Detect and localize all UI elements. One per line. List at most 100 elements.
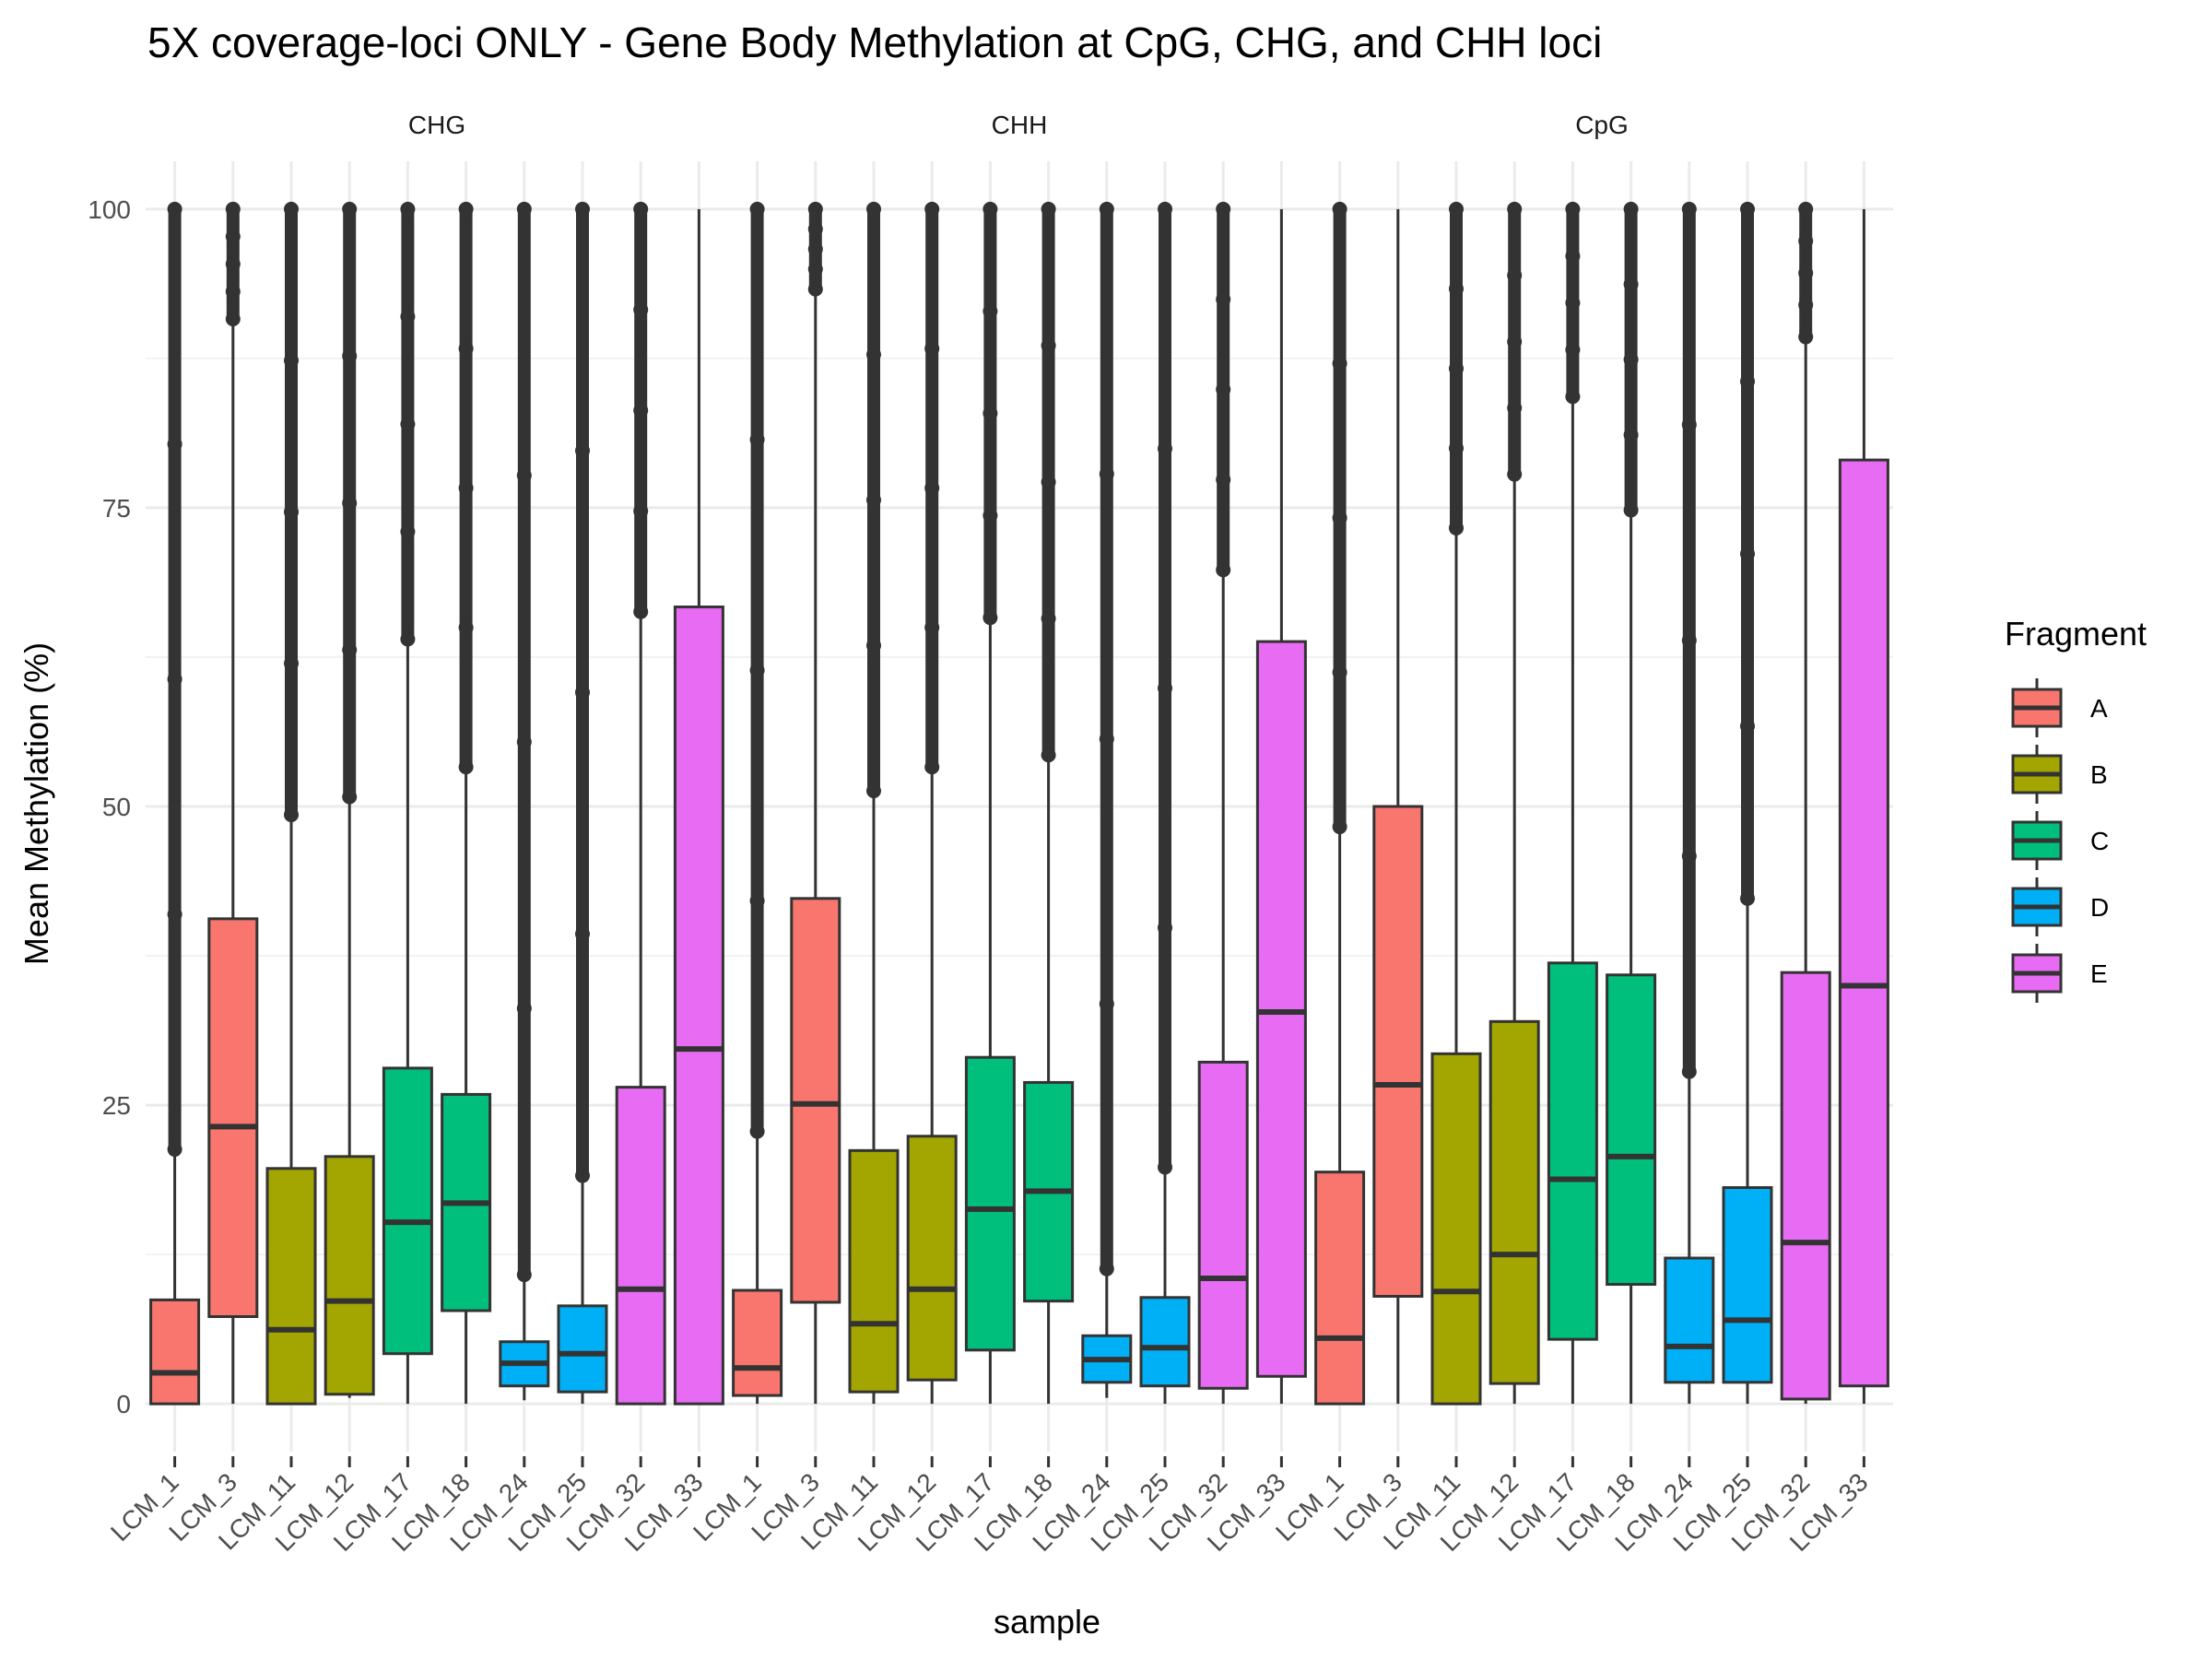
box-chh-lcm-11 xyxy=(848,201,900,1405)
outlier-point xyxy=(575,443,590,459)
facet-label: CpG xyxy=(1575,111,1629,139)
outlier-point xyxy=(167,671,182,687)
outlier-point xyxy=(1565,201,1581,217)
box-chg-lcm-18 xyxy=(441,201,492,1405)
outlier-point xyxy=(167,906,182,922)
box-rect xyxy=(1430,1052,1482,1406)
outlier-point xyxy=(749,663,765,678)
box-chg-lcm-3 xyxy=(207,201,259,1405)
outlier-point xyxy=(866,783,881,799)
outlier-point xyxy=(749,893,765,909)
outlier-point xyxy=(1099,996,1114,1012)
outlier-point xyxy=(575,685,590,700)
outlier-point xyxy=(749,201,765,217)
outlier-point xyxy=(342,789,358,805)
outlier-point xyxy=(458,480,474,496)
box-chg-lcm-11 xyxy=(265,201,317,1406)
outlier-point xyxy=(342,495,358,511)
box-rect xyxy=(1547,961,1598,1341)
outlier-point xyxy=(284,201,299,217)
outlier-point xyxy=(516,735,532,749)
outlier-point xyxy=(1449,441,1464,456)
outlier-point xyxy=(400,631,416,647)
legend: Fragment A B C D E xyxy=(2005,615,2147,1003)
outlier-point xyxy=(1565,389,1581,405)
outlier-point xyxy=(516,1267,532,1283)
outlier-point xyxy=(1332,510,1347,525)
outlier-point xyxy=(225,256,241,272)
outlier-point xyxy=(807,221,823,237)
outlier-point xyxy=(575,1168,590,1183)
legend-label: D xyxy=(2090,893,2109,922)
outlier-point xyxy=(575,926,590,942)
outlier-point xyxy=(400,417,416,432)
outlier-point xyxy=(284,807,299,823)
outlier-point xyxy=(1740,890,1755,906)
box-rect xyxy=(1197,1060,1249,1390)
legend-item-a: A xyxy=(2011,678,2108,737)
legend-label: A xyxy=(2090,694,2108,723)
outlier-point xyxy=(924,480,940,496)
outlier-point xyxy=(516,467,532,483)
outlier-point xyxy=(924,341,940,357)
outlier-point xyxy=(1623,276,1639,292)
outlier-point xyxy=(1099,201,1114,217)
outlier-point xyxy=(458,619,474,635)
outlier-point xyxy=(1216,472,1231,488)
facet-panels: CHGLCM_1LCM_3LCM_11LCM_12LCM_17LCM_18LCM… xyxy=(105,111,1893,1557)
outlier-point xyxy=(1158,201,1172,217)
box-rect xyxy=(149,1298,201,1406)
box-cpg-lcm-25 xyxy=(1722,201,1773,1405)
outlier-point xyxy=(1449,281,1464,297)
outlier-point xyxy=(1507,267,1523,283)
outlier-point xyxy=(1099,731,1114,747)
legend-label: E xyxy=(2090,959,2108,988)
outlier-point xyxy=(866,638,881,653)
outlier-point xyxy=(1507,400,1523,416)
box-chh-lcm-32 xyxy=(1197,201,1249,1405)
box-rect xyxy=(848,1148,900,1394)
outlier-point xyxy=(342,642,358,658)
box-cpg-lcm-24 xyxy=(1664,201,1715,1405)
outlier-point xyxy=(225,312,241,327)
y-tick-label: 0 xyxy=(116,1390,131,1418)
outlier-point xyxy=(516,201,532,217)
box-rect xyxy=(1722,1186,1773,1384)
outlier-point xyxy=(167,201,182,217)
box-chh-lcm-17 xyxy=(964,201,1016,1405)
box-rect xyxy=(673,606,724,1406)
legend-item-d: D xyxy=(2011,877,2109,936)
box-cpg-lcm-32 xyxy=(1780,201,1831,1405)
outlier-point xyxy=(1681,1064,1697,1079)
outlier-point xyxy=(1449,520,1464,535)
outlier-point xyxy=(1798,265,1814,281)
outlier-point xyxy=(400,524,416,539)
outlier-point xyxy=(1041,201,1056,217)
outlier-point xyxy=(284,504,299,520)
y-tick-label: 75 xyxy=(102,494,131,523)
outlier-point xyxy=(1740,373,1755,389)
outlier-point xyxy=(1158,920,1172,935)
box-rect xyxy=(265,1167,317,1406)
outlier-point xyxy=(575,201,590,217)
facet-panel-chh: CHHLCM_1LCM_3LCM_11LCM_12LCM_17LCM_18LCM… xyxy=(688,111,1311,1557)
outlier-point xyxy=(1798,233,1814,249)
outlier-point xyxy=(1099,1261,1114,1277)
outlier-point xyxy=(633,503,649,519)
box-chg-lcm-25 xyxy=(557,201,608,1405)
box-chg-lcm-1 xyxy=(149,201,201,1406)
box-rect xyxy=(1139,1296,1191,1388)
outlier-point xyxy=(1158,680,1172,696)
outlier-point xyxy=(225,284,241,300)
outlier-point xyxy=(1216,291,1231,307)
outlier-point xyxy=(225,229,241,244)
outlier-point xyxy=(1565,248,1581,264)
x-axis-title: sample xyxy=(994,1603,1100,1641)
outlier-point xyxy=(1099,466,1114,482)
outlier-point xyxy=(1740,201,1755,217)
facet-label: CHH xyxy=(992,111,1048,139)
outlier-point xyxy=(1216,382,1231,397)
outlier-point xyxy=(1623,502,1639,518)
legend-label: C xyxy=(2090,827,2109,855)
